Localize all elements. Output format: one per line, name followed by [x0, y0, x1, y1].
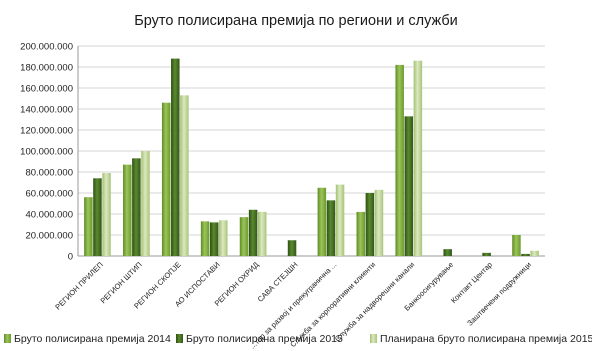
bar-series3-5	[258, 212, 267, 256]
legend-swatch	[176, 334, 183, 343]
y-tick-label: 80.000.000	[25, 168, 73, 179]
bar-series1-3	[162, 103, 171, 256]
x-tick-label: САВА СТЕЈШН	[256, 260, 300, 304]
bar-series2-3	[171, 59, 180, 256]
y-tick-label: 100.000.000	[20, 147, 73, 158]
legend-label: Бруто полисирана премија 2015	[186, 333, 343, 345]
y-tick-label: 200.000.000	[20, 42, 73, 53]
bar-series3-9	[414, 61, 423, 256]
bar-series3-8	[375, 190, 384, 256]
bar-series2-5	[249, 210, 258, 256]
bar-series1-7	[318, 188, 327, 256]
x-tick-label: РЕГИОН ПРИЛЕП	[53, 260, 105, 312]
bar-series3-1	[102, 173, 111, 256]
legend-label: Планирана бруто полисирана премија 2015	[380, 333, 592, 345]
y-axis-ticks: 0 20.000.000 40.000.000 60.000.000 80.000.00…	[20, 42, 73, 263]
bar-series3-12	[530, 251, 539, 256]
bar-series3-3	[180, 95, 189, 256]
bar-series1-4	[201, 221, 210, 256]
bar-series1-2	[123, 165, 131, 256]
y-tick-label: 140.000.000	[20, 105, 73, 116]
legend-label: Бруто полисирана премија 2014	[14, 333, 171, 345]
bar-series3-2	[141, 151, 150, 256]
y-tick-label: 120.000.000	[20, 126, 73, 137]
bar-series3-7	[336, 185, 345, 256]
bar-series1-8	[357, 212, 366, 256]
bar-series2-8	[366, 193, 375, 256]
bar-series2-7	[327, 200, 336, 256]
bar-series2-2	[132, 158, 141, 256]
y-tick-label: 60.000.000	[25, 189, 73, 200]
bar-series2-12	[521, 254, 530, 256]
legend-swatch	[4, 334, 11, 343]
x-tick-label: Служба за надворешни канали	[333, 260, 416, 343]
bar-series1-1	[84, 197, 93, 256]
y-tick-label: 160.000.000	[20, 84, 73, 95]
bar-series2-11	[482, 253, 491, 256]
y-tick-label: 20.000.000	[25, 231, 73, 242]
chart-title: Бруто полисирана премија по региони и сл…	[134, 13, 458, 29]
bar-series1-9	[395, 65, 404, 256]
bar-series2-4	[210, 222, 219, 256]
bar-series2-1	[93, 178, 102, 256]
legend: Бруто полисирана премија 2014 Бруто полис…	[4, 333, 592, 345]
bar-series2-10	[443, 249, 452, 256]
y-tick-label: 180.000.000	[20, 63, 73, 74]
y-tick-label: 40.000.000	[25, 210, 73, 221]
bar-series1-5	[240, 217, 249, 256]
legend-swatch	[370, 334, 377, 343]
bar-series3-4	[219, 220, 228, 256]
bar-series1-12	[512, 235, 521, 256]
bar-series2-9	[405, 116, 414, 256]
bar-series2-6	[288, 240, 297, 256]
x-tick-label: Заштвечени подружници	[465, 260, 533, 328]
y-tick-label: 0	[68, 252, 73, 263]
